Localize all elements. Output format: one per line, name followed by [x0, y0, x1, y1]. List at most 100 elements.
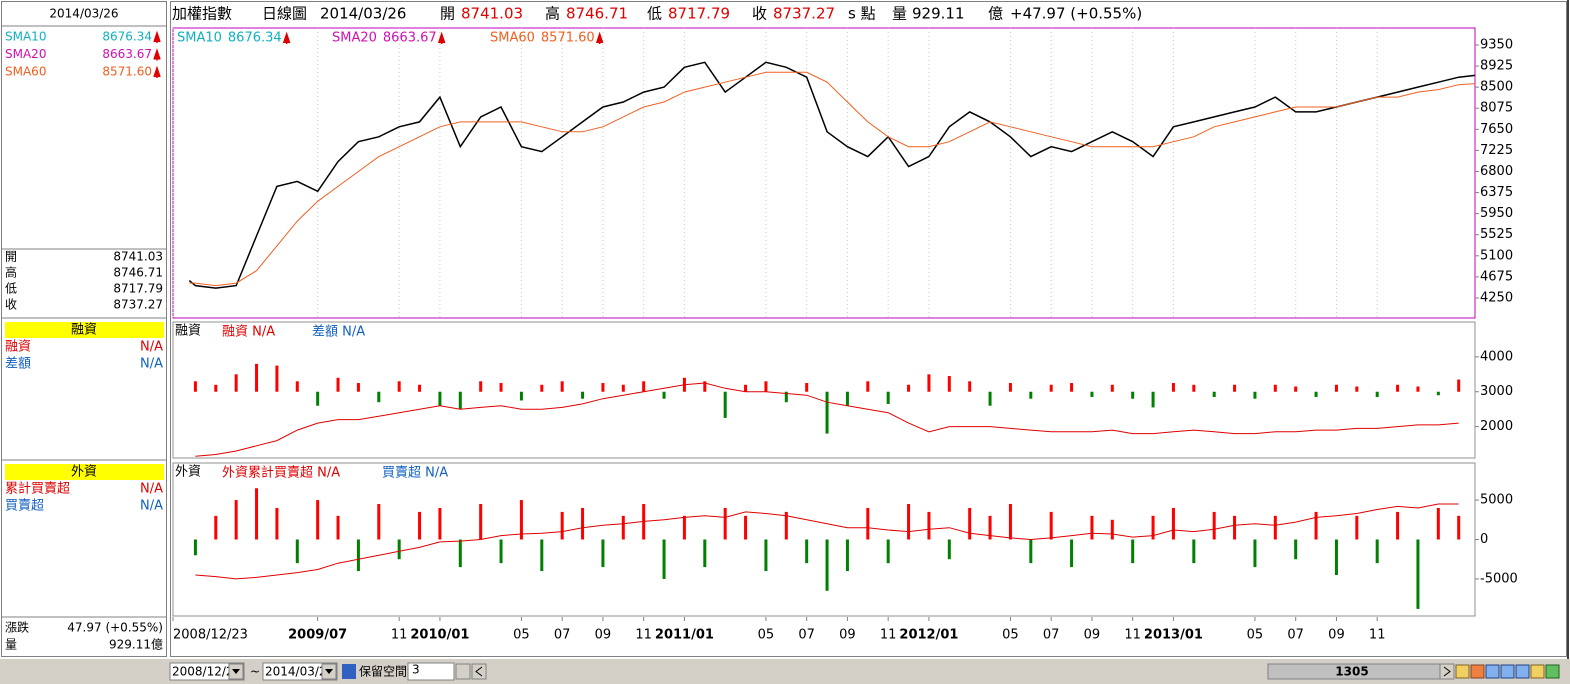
bar	[1212, 511, 1216, 540]
bar	[621, 515, 625, 540]
bar	[356, 383, 360, 392]
tool-icon[interactable]	[1470, 664, 1485, 679]
ohlc-value: 8717.79	[113, 282, 163, 296]
margin-title: 融資	[71, 323, 97, 338]
tool-icon[interactable]	[1530, 664, 1545, 679]
bar	[825, 539, 829, 591]
bar	[1294, 386, 1298, 392]
ohlc-label: 低	[5, 282, 17, 296]
y-tick-label: 9350	[1480, 37, 1513, 52]
bar	[642, 381, 646, 392]
bar	[682, 515, 686, 540]
bar	[1049, 384, 1053, 392]
bar	[1294, 539, 1298, 560]
legend-value: 8571.60	[541, 31, 595, 46]
dropdown-arrow	[232, 669, 240, 674]
scroll-left[interactable]	[471, 663, 487, 680]
bar	[519, 391, 523, 401]
bar	[703, 539, 707, 568]
reserve-input[interactable]	[407, 662, 455, 681]
sma-name: SMA20	[5, 47, 46, 61]
bar	[234, 500, 238, 540]
scroll-right[interactable]	[1439, 663, 1455, 680]
bar	[560, 381, 564, 392]
bar	[805, 383, 809, 392]
bar	[1110, 519, 1114, 540]
bar	[744, 384, 748, 392]
start-date-input[interactable]	[169, 662, 245, 681]
bar	[295, 539, 299, 564]
x-tick-label: 05	[758, 628, 775, 643]
x-tick-label: 11	[635, 628, 652, 643]
bar	[703, 381, 707, 392]
bar	[1355, 386, 1359, 392]
foreign-row-value: N/A	[140, 499, 163, 514]
bar	[947, 376, 951, 392]
volume-label: 量	[892, 5, 907, 23]
ohlc-value: 8741.03	[113, 250, 163, 264]
y-tick-label: 8925	[1480, 59, 1513, 74]
tool-icon[interactable]	[1545, 664, 1560, 679]
plot-content	[188, 61, 1476, 289]
bar	[907, 504, 911, 540]
bar	[1273, 384, 1277, 392]
tool-icons	[1455, 664, 1560, 679]
x-tick-label: 05	[1002, 628, 1019, 643]
bar	[540, 384, 544, 392]
ohlc-label: 收	[5, 298, 17, 312]
bar	[255, 488, 259, 540]
tool-icon[interactable]	[1515, 664, 1530, 679]
bar	[927, 374, 931, 392]
bar	[1396, 511, 1400, 540]
x-tick-label: 05	[513, 628, 530, 643]
bar	[1334, 539, 1338, 575]
end-date: 2014/03/26	[265, 665, 334, 679]
margin-row-label: 融資	[5, 340, 31, 355]
bar	[662, 539, 666, 579]
sma-name: SMA10	[5, 30, 46, 44]
bar	[1233, 384, 1237, 392]
bar	[1090, 515, 1094, 540]
x-tick-label: 11	[1124, 628, 1141, 643]
bar	[968, 381, 972, 392]
bar	[1314, 511, 1318, 540]
spin-button[interactable]	[455, 663, 471, 680]
x-tick-label: 11	[880, 628, 897, 643]
volume-label: 量	[5, 638, 17, 652]
tool-icon[interactable]	[1455, 664, 1470, 679]
x-tick-label: 07	[554, 628, 571, 643]
open-value: 8741.03	[461, 5, 523, 23]
up-arrow	[153, 30, 161, 43]
x-tick-label: 05	[1247, 628, 1264, 643]
x-tick-label: 09	[839, 628, 856, 643]
bar	[845, 539, 849, 572]
ohlc-value: 8746.71	[113, 266, 163, 280]
icon-button[interactable]	[342, 664, 356, 679]
legend-item: 買賣超 N/A	[382, 466, 448, 481]
plot-area	[172, 27, 1476, 319]
legend-name: SMA10	[177, 31, 222, 46]
foreign-row-value: N/A	[140, 482, 163, 497]
line	[189, 71, 1476, 287]
volume-value: 929.11	[912, 5, 965, 23]
bar	[1212, 391, 1216, 397]
bar	[377, 391, 381, 403]
bar	[499, 539, 503, 564]
margin-row-label: 差額	[5, 357, 31, 372]
bar	[397, 539, 401, 560]
bar	[1008, 504, 1012, 540]
tool-icon[interactable]	[1500, 664, 1515, 679]
end-date-input[interactable]	[262, 662, 338, 681]
bar	[1253, 539, 1257, 568]
bar	[1457, 515, 1461, 540]
y-tick-label: 4250	[1480, 291, 1513, 306]
chart-frame	[170, 1, 1567, 657]
bar	[723, 507, 727, 540]
up-arrow	[153, 65, 161, 78]
change-label: 漲跌	[5, 620, 29, 635]
y-tick-label: 2000	[1480, 419, 1513, 434]
tool-icon[interactable]	[1485, 664, 1500, 679]
bar	[1008, 383, 1012, 392]
bar	[1192, 384, 1196, 392]
open-label: 開	[440, 5, 455, 23]
